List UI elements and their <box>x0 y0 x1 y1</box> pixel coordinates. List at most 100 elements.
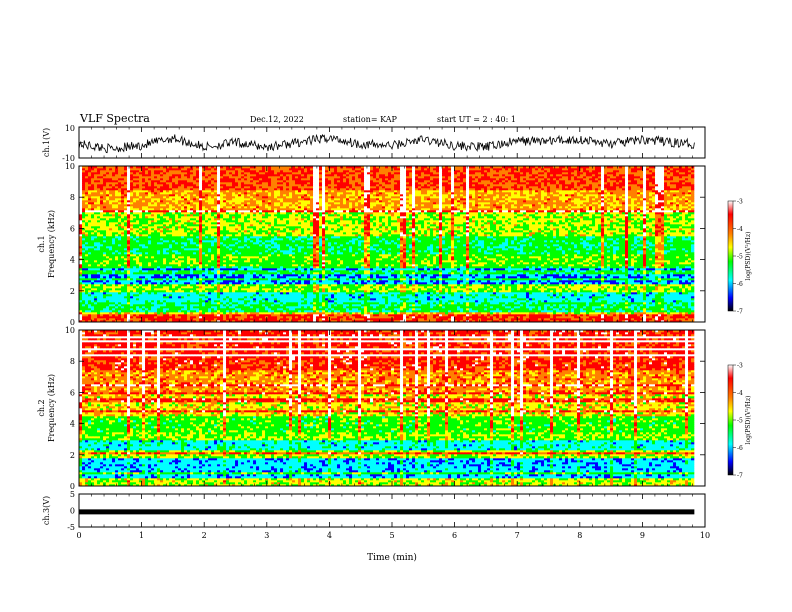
heatmap-cell <box>277 292 280 294</box>
heatmap-cell <box>205 312 208 314</box>
heatmap-cell <box>265 296 268 298</box>
heatmap-cell <box>301 308 304 310</box>
heatmap-cell <box>685 298 688 300</box>
heatmap-cell <box>565 292 568 294</box>
heatmap-cell <box>631 308 634 310</box>
heatmap-cell <box>388 298 391 300</box>
heatmap-cell <box>607 304 610 306</box>
heatmap-cell <box>145 316 148 318</box>
heatmap-cell <box>517 298 520 300</box>
heatmap-cell <box>238 298 241 300</box>
heatmap-cell <box>670 314 673 316</box>
heatmap-cell <box>586 302 589 304</box>
heatmap-cell <box>400 310 403 312</box>
heatmap-cell <box>421 302 424 304</box>
heatmap-cell <box>397 316 400 318</box>
heatmap-cell <box>289 292 292 294</box>
heatmap-cell <box>616 316 619 318</box>
heatmap-cell <box>541 292 544 294</box>
heatmap-cell <box>382 314 385 316</box>
heatmap-cell <box>535 296 538 298</box>
heatmap-cell <box>91 296 94 298</box>
heatmap-cell <box>343 298 346 300</box>
heatmap-cell <box>481 294 484 296</box>
heatmap-cell <box>451 308 454 310</box>
heatmap-cell <box>661 296 664 298</box>
heatmap-cell <box>202 314 205 316</box>
heatmap-cell <box>583 306 586 308</box>
heatmap-cell <box>457 316 460 318</box>
heatmap-cell <box>688 298 691 300</box>
heatmap-cell <box>592 300 595 302</box>
heatmap-cell <box>85 292 88 294</box>
heatmap-cell <box>646 312 649 314</box>
heatmap-cell <box>475 294 478 296</box>
heatmap-cell <box>325 308 328 310</box>
heatmap-cell <box>430 314 433 316</box>
heatmap-cell <box>340 294 343 296</box>
heatmap-cell <box>133 304 136 306</box>
heatmap-cell <box>424 314 427 316</box>
heatmap-cell <box>661 318 664 320</box>
heatmap-cell <box>379 294 382 296</box>
heatmap-cell <box>226 300 229 302</box>
heatmap-cell <box>364 304 367 306</box>
heatmap-cell <box>211 302 214 304</box>
heatmap-cell <box>160 304 163 306</box>
heatmap-cell <box>619 304 622 306</box>
heatmap-cell <box>319 292 322 294</box>
heatmap-cell <box>460 296 463 298</box>
heatmap-cell <box>403 304 406 306</box>
heatmap-cell <box>442 312 445 314</box>
heatmap-cell <box>556 296 559 298</box>
heatmap-cell <box>415 290 418 292</box>
heatmap-cell <box>289 290 292 292</box>
heatmap-cell <box>241 316 244 318</box>
heatmap-cell <box>124 304 127 306</box>
heatmap-cell <box>367 314 370 316</box>
heatmap-cell <box>484 306 487 308</box>
heatmap-cell <box>553 314 556 316</box>
heatmap-cell <box>664 302 667 304</box>
heatmap-cell <box>280 312 283 314</box>
heatmap-cell <box>250 318 253 320</box>
heatmap-cell <box>217 318 220 320</box>
heatmap-cell <box>232 310 235 312</box>
heatmap-cell <box>622 292 625 294</box>
heatmap-cell <box>118 306 121 308</box>
heatmap-cell <box>544 300 547 302</box>
heatmap-cell <box>634 300 637 302</box>
heatmap-cell <box>181 306 184 308</box>
heatmap-cell <box>460 300 463 302</box>
heatmap-cell <box>589 308 592 310</box>
heatmap-cell <box>133 292 136 294</box>
heatmap-cell <box>280 292 283 294</box>
heatmap-cell <box>247 290 250 292</box>
heatmap-cell <box>292 292 295 294</box>
heatmap-cell <box>151 302 154 304</box>
heatmap-cell <box>343 316 346 318</box>
heatmap-cell <box>151 294 154 296</box>
heatmap-cell <box>595 300 598 302</box>
heatmap-cell <box>112 304 115 306</box>
heatmap-cell <box>277 314 280 316</box>
heatmap-cell <box>358 318 361 320</box>
heatmap-cell <box>502 292 505 294</box>
heatmap-cell <box>220 310 223 312</box>
heatmap-cell <box>352 290 355 292</box>
heatmap-cell <box>253 298 256 300</box>
heatmap-cell <box>457 304 460 306</box>
heatmap-cell <box>130 318 133 320</box>
heatmap-cell <box>679 314 682 316</box>
heatmap-cell <box>148 316 151 318</box>
heatmap-cell <box>403 306 406 308</box>
heatmap-cell <box>634 292 637 294</box>
heatmap-cell <box>292 294 295 296</box>
heatmap-cell <box>541 294 544 296</box>
heatmap-cell <box>361 298 364 300</box>
heatmap-cell <box>97 310 100 312</box>
heatmap-cell <box>466 298 469 300</box>
heatmap-cell <box>82 292 85 294</box>
heatmap-cell <box>331 310 334 312</box>
heatmap-cell <box>526 290 529 292</box>
